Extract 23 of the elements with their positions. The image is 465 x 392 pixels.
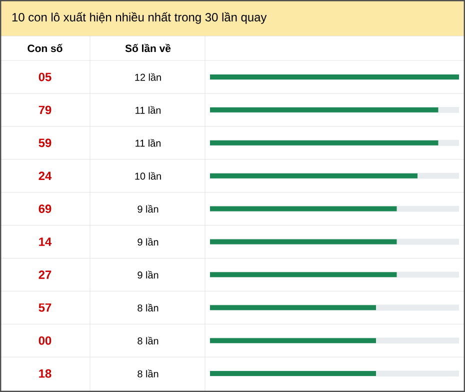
y-tick-label: 69: [38, 204, 52, 214]
data-label: 8 lần: [138, 304, 158, 312]
y-tick-label: 79: [38, 106, 52, 114]
y-tick-label: 18: [39, 369, 52, 378]
y-axis-title: Con số: [28, 44, 62, 52]
data-label: 9 lần: [138, 204, 158, 213]
y-tick-label: 24: [38, 172, 52, 180]
data-label: 9 lần: [138, 238, 158, 246]
y-tick-label: 59: [38, 138, 52, 148]
data-label: 8 lần: [138, 370, 158, 378]
y-tick-label: 00: [38, 336, 52, 345]
y-tick-label: 57: [38, 303, 52, 312]
data-label: 9 lần: [138, 270, 158, 279]
y-tick-label: 05: [38, 72, 52, 82]
chart-title: 10 con lô xuất hiện nhiều nhất trong 30 lần quay: [12, 12, 267, 24]
data-label: 11 lần: [136, 106, 161, 114]
data-label: 11 lần: [136, 139, 161, 147]
y-tick-label: 27: [38, 270, 52, 279]
x-axis-title: Số lần về: [125, 44, 171, 52]
y-tick-label: 14: [39, 238, 52, 246]
data-label: 10 lần: [135, 172, 161, 180]
data-label: 8 lần: [138, 336, 158, 344]
data-label: 12 lần: [135, 73, 161, 81]
